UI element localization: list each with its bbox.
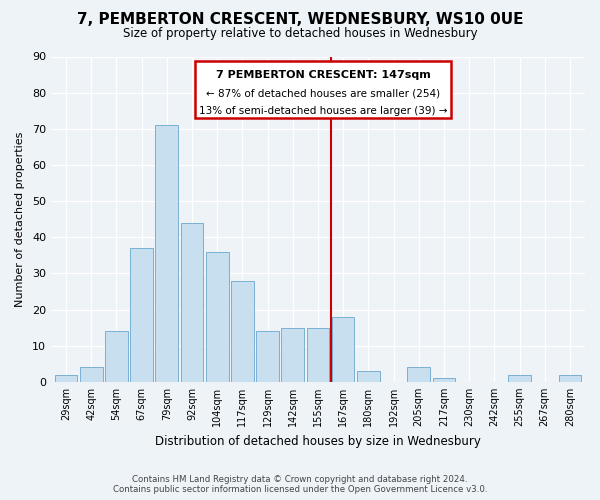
Bar [256,331,279,382]
Bar [407,368,430,382]
Bar [307,328,329,382]
Bar [206,252,229,382]
Bar [281,328,304,382]
Bar [80,368,103,382]
Bar [433,378,455,382]
Bar [130,248,153,382]
Text: 7, PEMBERTON CRESCENT, WEDNESBURY, WS10 0UE: 7, PEMBERTON CRESCENT, WEDNESBURY, WS10 … [77,12,523,28]
Bar [508,374,531,382]
Text: 13% of semi-detached houses are larger (39) →: 13% of semi-detached houses are larger (… [199,106,448,116]
X-axis label: Distribution of detached houses by size in Wednesbury: Distribution of detached houses by size … [155,434,481,448]
Text: 7 PEMBERTON CRESCENT: 147sqm: 7 PEMBERTON CRESCENT: 147sqm [216,70,431,81]
Bar [55,374,77,382]
Text: Size of property relative to detached houses in Wednesbury: Size of property relative to detached ho… [122,28,478,40]
Bar [231,280,254,382]
Bar [332,316,355,382]
Text: ← 87% of detached houses are smaller (254): ← 87% of detached houses are smaller (25… [206,88,440,99]
Bar [357,371,380,382]
Text: Contains HM Land Registry data © Crown copyright and database right 2024.
Contai: Contains HM Land Registry data © Crown c… [113,474,487,494]
Bar [559,374,581,382]
Bar [181,223,203,382]
FancyBboxPatch shape [195,62,451,118]
Bar [155,125,178,382]
Bar [105,331,128,382]
Y-axis label: Number of detached properties: Number of detached properties [15,132,25,307]
